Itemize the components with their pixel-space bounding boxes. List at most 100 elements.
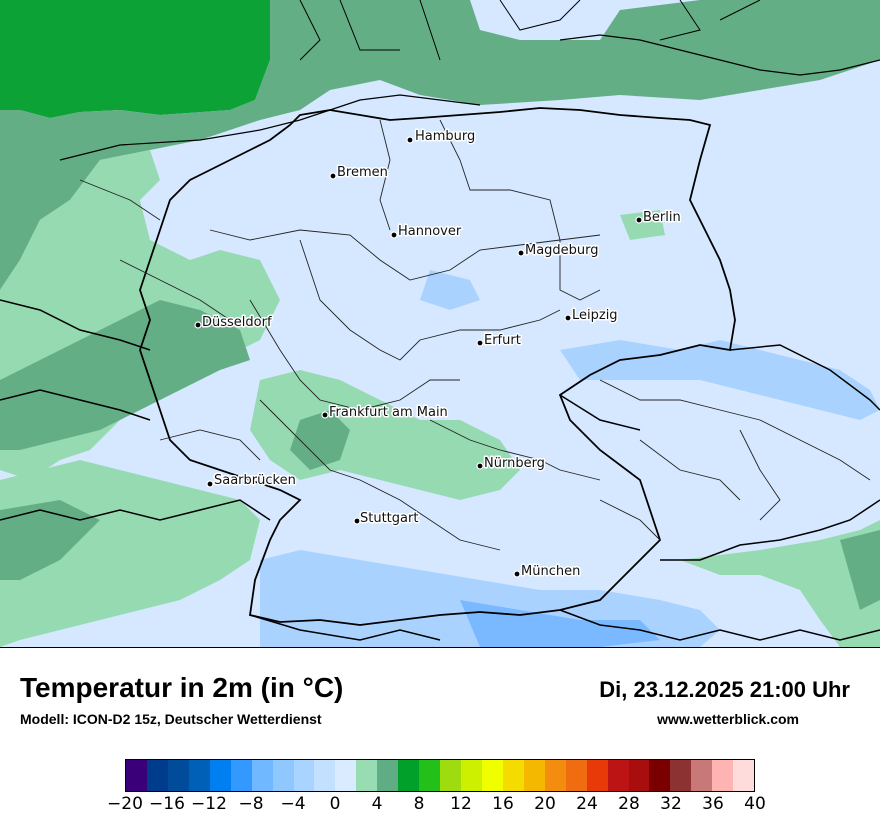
legend-swatch	[670, 760, 692, 791]
city-label: Magdeburg	[525, 243, 599, 258]
legend-swatch	[146, 760, 168, 791]
legend-tick-label: 4	[371, 794, 383, 814]
main-region	[290, 410, 350, 470]
rhine-region	[0, 300, 250, 450]
city-berlin: Berlin	[635, 209, 682, 227]
legend-swatch	[544, 760, 566, 791]
city-dot	[635, 216, 643, 224]
southeast-region	[680, 520, 880, 647]
model-info: Modell: ICON-D2 15z, Deutscher Wetterdie…	[20, 711, 322, 727]
city-dot	[406, 136, 414, 144]
saar-region	[0, 500, 100, 580]
harz-cold-region	[420, 270, 480, 310]
city-dot	[476, 339, 484, 347]
city-duesseldorf: Düsseldorf	[194, 314, 273, 332]
legend-tick-label: 16	[492, 794, 514, 814]
city-hannover: Hannover	[390, 223, 463, 241]
city-label: München	[521, 564, 580, 579]
forecast-datetime: Di, 23.12.2025 21:00 Uhr	[599, 677, 850, 702]
legend-swatch	[607, 760, 629, 791]
legend-tick-label: 8	[413, 794, 425, 814]
city-erfurt: Erfurt	[476, 332, 522, 350]
city-dot	[329, 172, 337, 180]
city-label: Bremen	[337, 165, 388, 180]
country-borders	[0, 299, 880, 641]
legend-swatch	[293, 760, 315, 791]
legend-tick-label: −16	[149, 794, 185, 814]
legend-swatch	[209, 760, 231, 791]
legend-swatch	[230, 760, 252, 791]
city-dot	[517, 249, 525, 257]
legend-swatch	[691, 760, 713, 791]
legend-swatch	[314, 760, 336, 791]
germany-border	[139, 107, 736, 626]
legend-swatch	[586, 760, 608, 791]
website-url: www.wetterblick.com	[657, 711, 799, 727]
legend-tick-label: 12	[450, 794, 472, 814]
legend-tick-label: −12	[191, 794, 227, 814]
legend-swatch	[565, 760, 587, 791]
city-label: Nürnberg	[484, 456, 545, 471]
legend-swatch	[377, 760, 399, 791]
sea-region	[0, 0, 270, 118]
legend-swatch	[523, 760, 545, 791]
state-borders	[79, 119, 871, 551]
legend-swatch	[419, 760, 441, 791]
alps-peak-cold-region	[460, 600, 660, 647]
legend-swatch	[502, 760, 524, 791]
city-dot	[321, 411, 329, 419]
city-dot	[513, 570, 521, 578]
city-dot	[353, 517, 361, 525]
map-canvas: Hamburg Bremen Berlin Hannover Magdeburg…	[0, 0, 880, 647]
city-dot	[206, 480, 214, 488]
legend-tick-label: 20	[534, 794, 556, 814]
legend-swatch	[251, 760, 273, 791]
city-label: Düsseldorf	[202, 315, 272, 330]
city-leipzig: Leipzig	[564, 307, 619, 325]
legend-tick-label: 28	[618, 794, 640, 814]
legend-swatch	[649, 760, 671, 791]
erzgebirge-cold-region	[560, 340, 880, 420]
legend-swatch	[167, 760, 189, 791]
coastline	[59, 34, 880, 161]
coastline-islands	[299, 0, 761, 61]
city-dot	[476, 462, 484, 470]
footer-panel: Temperatur in 2m (in °C) Modell: ICON-D2…	[0, 647, 880, 831]
legend-swatch	[398, 760, 420, 791]
legend-swatch	[126, 760, 147, 791]
alps-east-region	[840, 530, 880, 610]
city-label: Leipzig	[572, 308, 618, 323]
legend-swatch	[188, 760, 210, 791]
city-bremen: Bremen	[329, 164, 389, 182]
berlin-region	[620, 210, 665, 240]
legend-swatch	[461, 760, 482, 791]
city-label: Hamburg	[415, 129, 475, 144]
city-label: Saarbrücken	[214, 473, 296, 488]
coastal-region	[0, 0, 880, 290]
legend-swatch	[272, 760, 294, 791]
legend-swatch	[356, 760, 378, 791]
legend-tick-label: 36	[702, 794, 724, 814]
city-label: Frankfurt am Main	[329, 405, 448, 420]
city-label: Hannover	[398, 224, 462, 239]
legend-swatch	[440, 760, 461, 791]
legend-tick-label: 40	[744, 794, 766, 814]
temperature-map: Hamburg Bremen Berlin Hannover Magdeburg…	[0, 0, 880, 647]
color-legend-bar	[125, 759, 755, 792]
city-label: Erfurt	[484, 333, 521, 348]
city-hamburg: Hamburg	[406, 128, 477, 146]
legend-tick-label: −8	[238, 794, 264, 814]
city-magdeburg: Magdeburg	[517, 242, 600, 260]
city-dot	[194, 321, 202, 329]
city-frankfurt: Frankfurt am Main	[321, 404, 449, 422]
legend-swatch	[712, 760, 734, 791]
city-stuttgart: Stuttgart	[353, 510, 420, 528]
legend-tick-label: 0	[329, 794, 341, 814]
legend-swatch	[335, 760, 357, 791]
legend-swatch	[481, 760, 503, 791]
legend-swatch	[733, 760, 755, 791]
city-saarbruecken: Saarbrücken	[206, 472, 297, 490]
city-label: Berlin	[643, 210, 681, 225]
city-label: Stuttgart	[360, 511, 418, 526]
legend-tick-label: 32	[660, 794, 682, 814]
